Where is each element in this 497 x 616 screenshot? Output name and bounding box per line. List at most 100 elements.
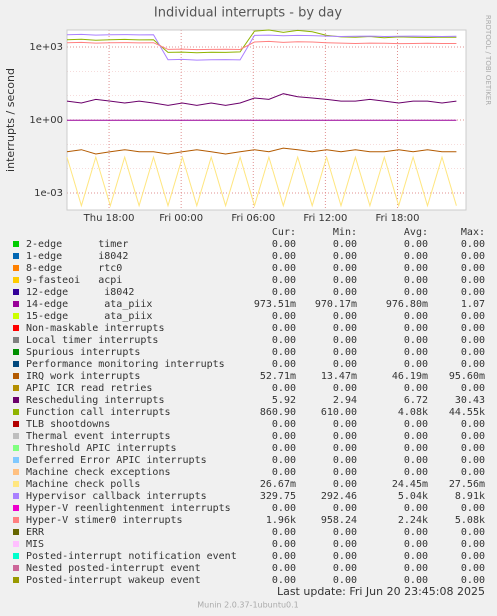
legend-swatch bbox=[13, 409, 19, 415]
legend-min: 0.00 bbox=[333, 311, 357, 322]
series-line bbox=[66, 93, 457, 106]
legend-cur: 0.00 bbox=[272, 287, 296, 298]
legend-swatch bbox=[13, 469, 19, 475]
legend-swatch bbox=[13, 301, 19, 307]
legend-min: 0.00 bbox=[333, 455, 357, 466]
legend-cur: 0.00 bbox=[272, 275, 296, 286]
legend-swatch bbox=[13, 481, 19, 487]
legend-swatch bbox=[13, 349, 19, 355]
legend-min: 292.46 bbox=[321, 491, 357, 502]
legend-min: 0.00 bbox=[333, 323, 357, 334]
chart-title: Individual interrupts - by day bbox=[154, 6, 342, 21]
legend-max: 1.07 bbox=[461, 299, 485, 310]
legend-name: Performance monitoring interrupts bbox=[26, 359, 225, 370]
legend-name: 12-edge i8042 bbox=[26, 287, 134, 298]
legend-max: 0.00 bbox=[461, 503, 485, 514]
column-header: Min: bbox=[333, 227, 357, 238]
legend-max: 30.43 bbox=[455, 395, 485, 406]
series-line bbox=[66, 29, 457, 54]
legend-name: Machine check exceptions bbox=[26, 467, 171, 478]
legend-name: Function call interrupts bbox=[26, 407, 171, 418]
legend-swatch bbox=[13, 565, 19, 571]
legend-max: 0.00 bbox=[461, 287, 485, 298]
legend-cur: 0.00 bbox=[272, 419, 296, 430]
legend-min: 0.00 bbox=[333, 503, 357, 514]
legend-min: 0.00 bbox=[333, 467, 357, 478]
legend-swatch bbox=[13, 553, 19, 559]
legend-max: 0.00 bbox=[461, 335, 485, 346]
legend-max: 0.00 bbox=[461, 251, 485, 262]
legend-name: Nested posted-interrupt event bbox=[26, 563, 201, 574]
legend-max: 5.08k bbox=[455, 515, 485, 526]
legend-max: 0.00 bbox=[461, 311, 485, 322]
legend-min: 2.94 bbox=[333, 395, 357, 406]
legend-min: 0.00 bbox=[333, 575, 357, 586]
legend-cur: 973.51m bbox=[254, 299, 296, 310]
legend-cur: 1.96k bbox=[266, 515, 296, 526]
legend-max: 0.00 bbox=[461, 239, 485, 250]
legend-avg: 0.00 bbox=[404, 275, 428, 286]
legend-swatch bbox=[13, 313, 19, 319]
legend-name: Thermal event interrupts bbox=[26, 431, 171, 442]
legend-avg: 6.72 bbox=[404, 395, 428, 406]
legend-avg: 0.00 bbox=[404, 419, 428, 430]
legend-cur: 0.00 bbox=[272, 467, 296, 478]
legend-min: 0.00 bbox=[333, 539, 357, 550]
legend-max: 0.00 bbox=[461, 455, 485, 466]
legend-max: 0.00 bbox=[461, 323, 485, 334]
legend-avg: 0.00 bbox=[404, 311, 428, 322]
legend-name: Local timer interrupts bbox=[26, 335, 158, 346]
legend-cur: 860.90 bbox=[260, 407, 296, 418]
legend-name: MIS bbox=[26, 539, 44, 550]
legend-cur: 52.71m bbox=[260, 371, 296, 382]
legend-cur: 0.00 bbox=[272, 443, 296, 454]
legend-max: 0.00 bbox=[461, 359, 485, 370]
legend-name: Hyper-V stimer0 interrupts bbox=[26, 515, 183, 526]
legend-avg: 0.00 bbox=[404, 287, 428, 298]
last-update: Last update: Fri Jun 20 23:45:08 2025 bbox=[277, 585, 485, 598]
legend-avg: 0.00 bbox=[404, 431, 428, 442]
legend-avg: 0.00 bbox=[404, 563, 428, 574]
legend-cur: 26.67m bbox=[260, 479, 296, 490]
legend-cur: 0.00 bbox=[272, 323, 296, 334]
legend-avg: 5.04k bbox=[398, 491, 428, 502]
legend-min: 0.00 bbox=[333, 419, 357, 430]
legend-name: 9-fasteoi acpi bbox=[26, 275, 122, 286]
legend-max: 0.00 bbox=[461, 563, 485, 574]
legend-min: 0.00 bbox=[333, 275, 357, 286]
legend-swatch bbox=[13, 505, 19, 511]
legend-avg: 0.00 bbox=[404, 467, 428, 478]
x-tick-label: Thu 18:00 bbox=[83, 213, 135, 224]
legend-max: 0.00 bbox=[461, 551, 485, 562]
legend-name: 1-edge i8042 bbox=[26, 251, 128, 262]
legend-max: 0.00 bbox=[461, 431, 485, 442]
legend-cur: 0.00 bbox=[272, 335, 296, 346]
legend-swatch bbox=[13, 361, 19, 367]
column-header: Avg: bbox=[404, 227, 428, 238]
y-tick-label: 1e+00 bbox=[29, 115, 63, 126]
legend-max: 44.55k bbox=[449, 407, 485, 418]
legend-max: 27.56m bbox=[449, 479, 485, 490]
legend-swatch bbox=[13, 265, 19, 271]
legend-avg: 2.24k bbox=[398, 515, 428, 526]
legend-min: 13.47m bbox=[321, 371, 357, 382]
legend-min: 958.24 bbox=[321, 515, 357, 526]
legend-name: 15-edge ata_piix bbox=[26, 311, 152, 322]
series-line bbox=[66, 155, 457, 208]
y-tick-label: 1e+03 bbox=[29, 42, 63, 53]
legend-name: Posted-interrupt wakeup event bbox=[26, 575, 201, 586]
x-tick-label: Fri 00:00 bbox=[159, 213, 203, 224]
legend-min: 0.00 bbox=[333, 551, 357, 562]
side-label: RRDTOOL / TOBI OETIKER bbox=[484, 15, 492, 105]
legend-cur: 0.00 bbox=[272, 251, 296, 262]
legend-avg: 976.80m bbox=[386, 299, 428, 310]
legend-min: 0.00 bbox=[333, 251, 357, 262]
legend-swatch bbox=[13, 277, 19, 283]
legend-max: 0.00 bbox=[461, 275, 485, 286]
legend-name: Posted-interrupt notification event bbox=[26, 551, 237, 562]
legend-min: 0.00 bbox=[333, 383, 357, 394]
legend-swatch bbox=[13, 577, 19, 583]
legend-min: 0.00 bbox=[333, 347, 357, 358]
legend-cur: 0.00 bbox=[272, 263, 296, 274]
